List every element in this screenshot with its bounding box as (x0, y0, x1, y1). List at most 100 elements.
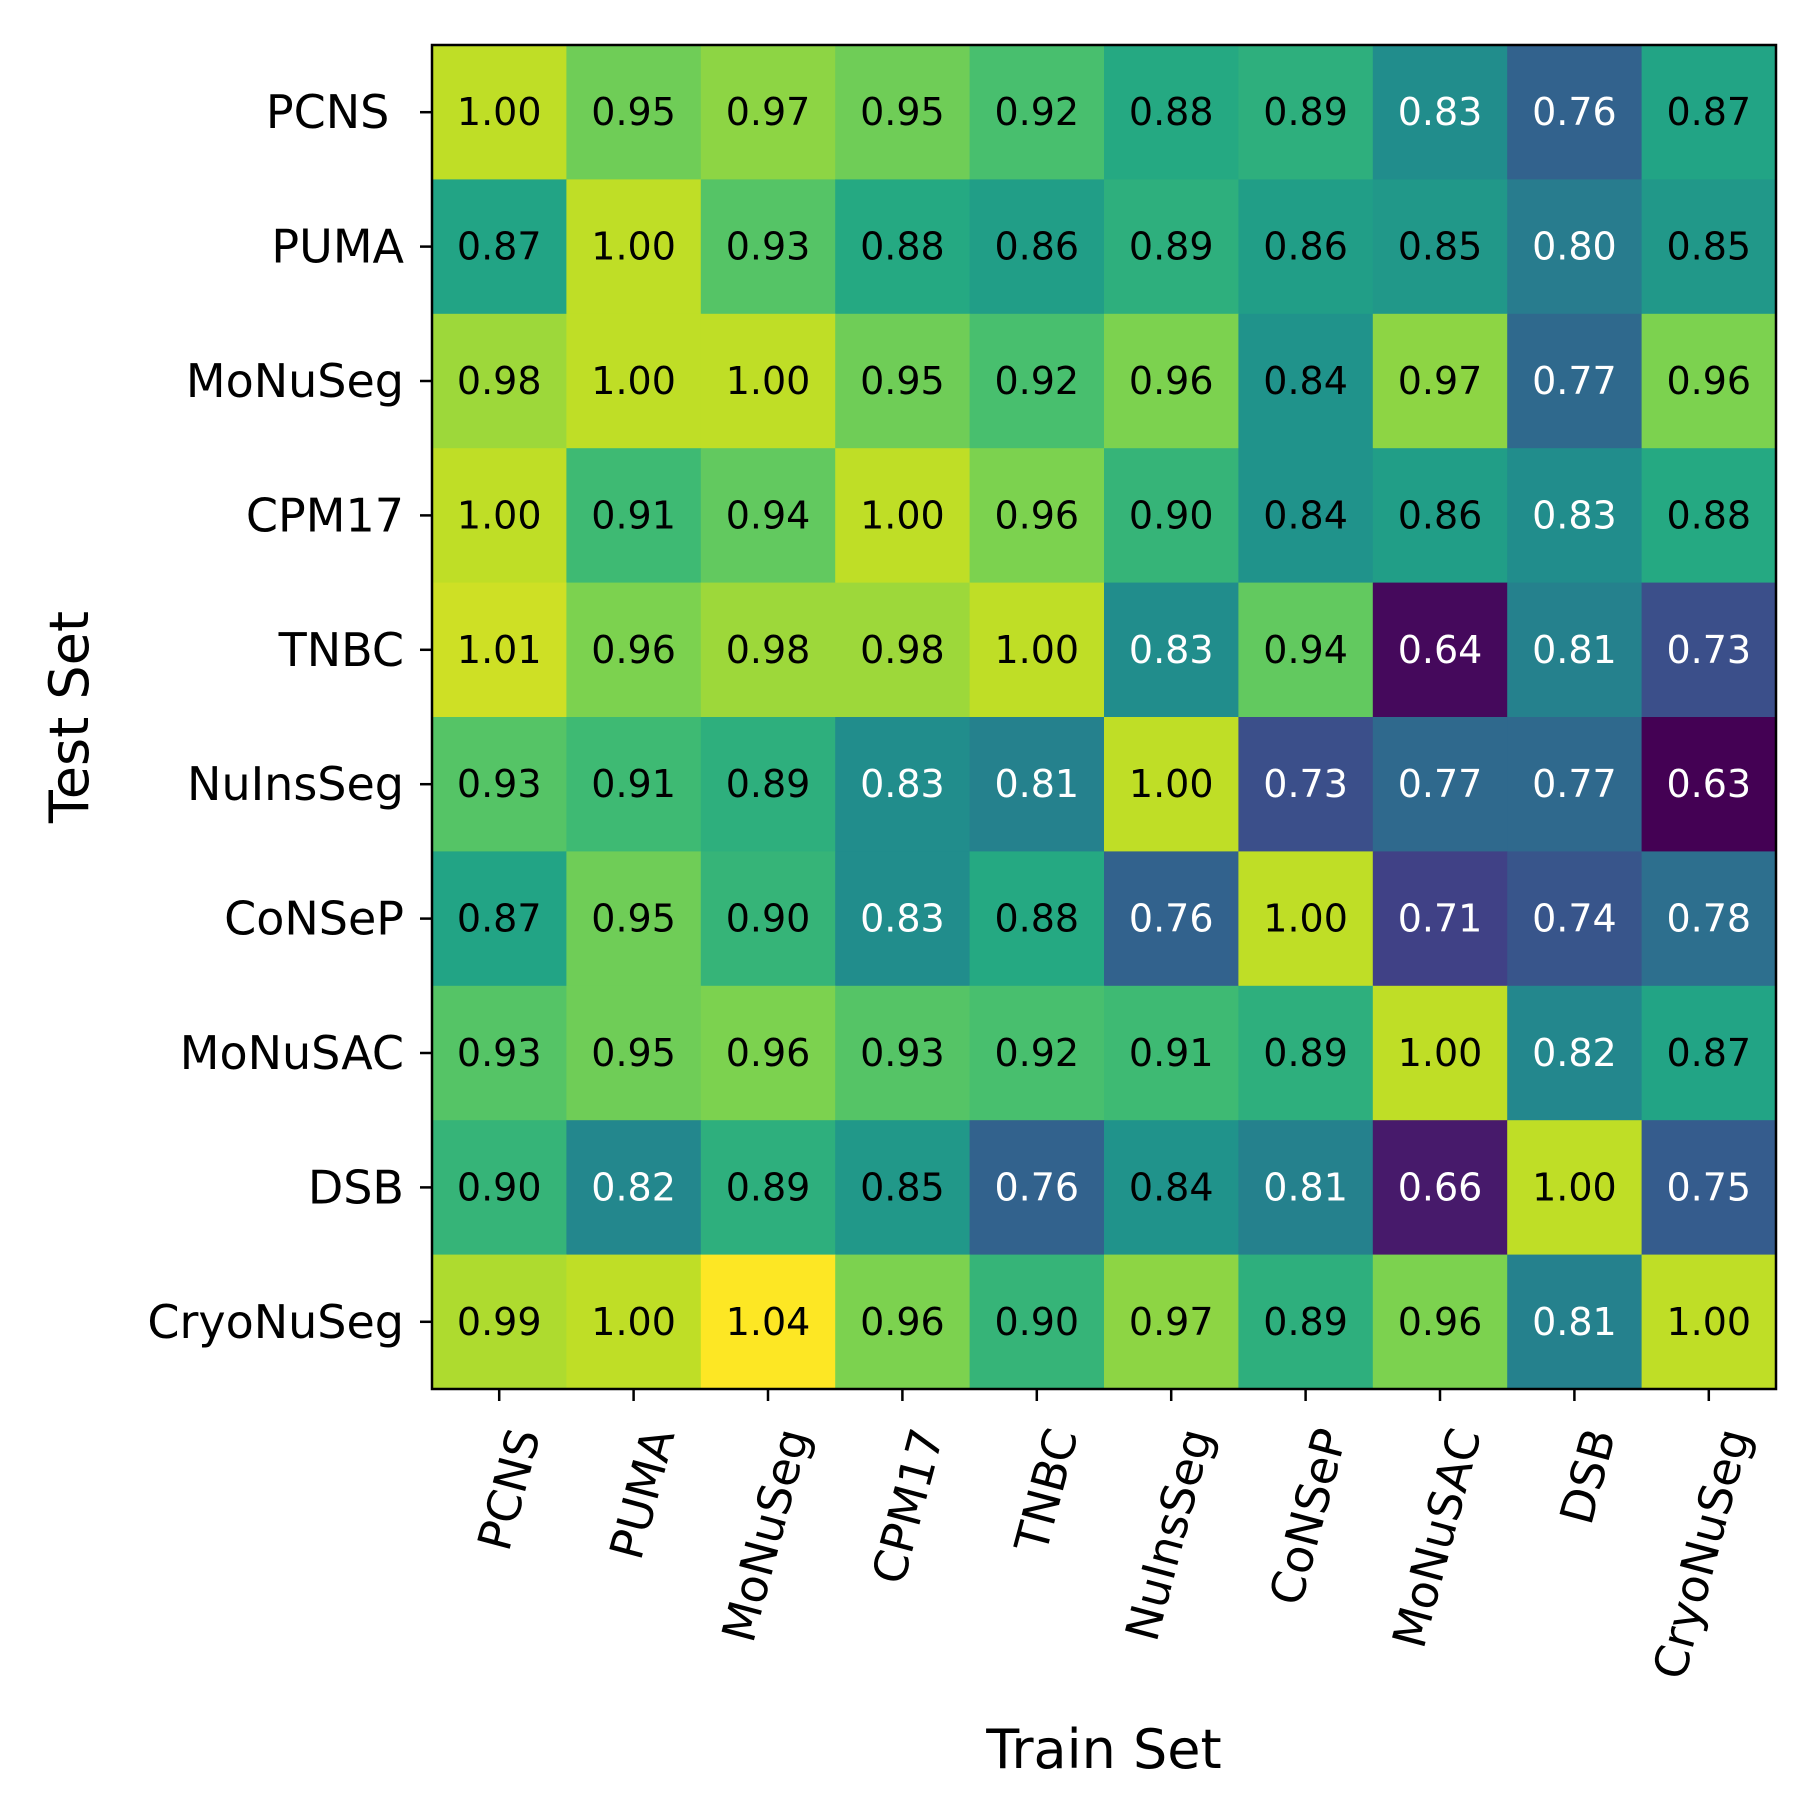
heatmap-cell (1507, 448, 1643, 584)
y-axis-ticks: PCNS PUMA MoNuSeg CPM17 TNBC NuInsSeg CoNSeP M… (147, 85, 432, 1349)
cell-value-label: 0.91 (591, 762, 676, 806)
heatmap-cell (835, 851, 971, 987)
heatmap-cell (835, 1254, 971, 1390)
y-tick-label: CryoNuSeg (147, 1295, 404, 1349)
heatmap-cell (566, 717, 702, 852)
heatmap-cell (835, 985, 971, 1121)
heatmap-cell (1104, 1120, 1239, 1256)
heatmap-cell (432, 985, 567, 1121)
cell-value-label: 0.76 (1129, 897, 1214, 941)
heatmap-cell (1104, 313, 1239, 449)
cell-value-label: 0.76 (1532, 90, 1617, 134)
heatmap-cell (432, 45, 567, 180)
heatmap-cell (1507, 582, 1643, 718)
heatmap-cell (1104, 1254, 1239, 1390)
heatmap-cell (1507, 717, 1643, 852)
heatmap-cell (969, 45, 1105, 180)
y-tick-label: TNBC (278, 623, 404, 677)
cell-value-label: 0.87 (457, 225, 542, 269)
cell-value-label: 0.98 (457, 359, 542, 403)
heatmap-cell (700, 313, 836, 449)
cell-value-label: 0.89 (1263, 1031, 1348, 1075)
heatmap-cell (1238, 1120, 1374, 1256)
heatmap-cell (700, 985, 836, 1121)
cell-value-label: 0.84 (1263, 493, 1348, 537)
y-axis-title: Test Set (38, 611, 101, 824)
heatmap-cell (566, 1254, 702, 1390)
cell-value-label: 0.96 (1398, 1300, 1483, 1344)
cell-value-label: 0.82 (1532, 1031, 1617, 1075)
cell-value-label: 0.85 (1666, 225, 1751, 269)
cell-value-label: 0.77 (1532, 359, 1617, 403)
y-tick-label: MoNuSAC (180, 1026, 404, 1080)
heatmap-cell (835, 448, 971, 584)
heatmap-cell (432, 717, 567, 852)
cell-value-label: 0.88 (1129, 90, 1214, 134)
cell-value-label: 0.95 (591, 1031, 676, 1075)
cell-value-label: 0.93 (860, 1031, 945, 1075)
cell-value-label: 0.82 (591, 1165, 676, 1209)
heatmap-cell (432, 179, 567, 315)
heatmap-cell (1238, 582, 1374, 718)
cell-value-label: 0.88 (860, 225, 945, 269)
cell-value-label: 0.97 (726, 90, 811, 134)
heatmap-cell (1372, 851, 1508, 987)
heatmap-cell (1641, 448, 1777, 584)
heatmap-cell (1104, 582, 1239, 718)
cell-value-label: 0.90 (994, 1300, 1079, 1344)
cell-value-label: 0.93 (457, 1031, 542, 1075)
cell-value-label: 0.97 (1398, 359, 1483, 403)
x-axis-title: Train Set (985, 1718, 1221, 1781)
heatmap-cell (1641, 179, 1777, 315)
heatmap-cell (1507, 45, 1643, 180)
cell-value-label: 0.95 (860, 359, 945, 403)
heatmap-cell (1507, 313, 1643, 449)
cell-value-label: 0.86 (1398, 493, 1483, 537)
cell-value-label: 0.83 (1398, 90, 1483, 134)
cell-value-label: 0.89 (726, 1165, 811, 1209)
heatmap-cell (835, 45, 971, 180)
cell-value-label: 0.87 (457, 897, 542, 941)
cell-value-label: 0.86 (994, 225, 1079, 269)
heatmap-cell (566, 851, 702, 987)
heatmap-cell (566, 313, 702, 449)
cell-value-label: 0.89 (1263, 1300, 1348, 1344)
heatmap-cell (1507, 1120, 1643, 1256)
cell-value-label: 0.77 (1398, 762, 1483, 806)
heatmap-cell (1372, 717, 1508, 852)
heatmap-cell (1641, 1254, 1777, 1390)
cell-value-label: 1.00 (994, 628, 1079, 672)
cell-value-label: 0.80 (1532, 225, 1617, 269)
y-tick-label: CoNSeP (224, 892, 404, 946)
cell-value-label: 0.77 (1532, 762, 1617, 806)
cell-value-label: 0.96 (726, 1031, 811, 1075)
cell-value-label: 0.90 (457, 1165, 542, 1209)
cell-value-label: 1.00 (591, 359, 676, 403)
cell-value-label: 0.99 (457, 1300, 542, 1344)
cell-value-label: 1.00 (860, 493, 945, 537)
cell-value-label: 0.92 (994, 359, 1079, 403)
cell-value-label: 0.89 (726, 762, 811, 806)
heatmap-cell (1507, 1254, 1643, 1390)
cell-value-label: 0.95 (591, 90, 676, 134)
cell-value-label: 0.84 (1263, 359, 1348, 403)
cell-value-label: 0.78 (1666, 897, 1751, 941)
cell-value-label: 0.90 (1129, 493, 1214, 537)
plot-frame (430, 43, 1778, 1391)
heatmap-cell (835, 582, 971, 718)
cell-annotations: 1.00 0.95 0.97 0.95 0.92 0.88 0.89 0.83 0.76 0.87… (457, 90, 1751, 1344)
heatmap-cell (1641, 313, 1777, 449)
heatmap-cell (1238, 45, 1374, 180)
cell-value-label: 0.95 (591, 897, 676, 941)
heatmap-cell (969, 985, 1105, 1121)
cell-value-label: 0.87 (1666, 90, 1751, 134)
cell-value-label: 0.88 (1666, 493, 1751, 537)
heatmap-cell (1641, 985, 1777, 1121)
heatmap-cell (1372, 985, 1508, 1121)
cell-value-label: 1.04 (726, 1300, 811, 1344)
cell-value-label: 0.75 (1666, 1165, 1751, 1209)
heatmap-cell (432, 313, 567, 449)
heatmap-cell (566, 1120, 702, 1256)
heatmap-cell (700, 851, 836, 987)
